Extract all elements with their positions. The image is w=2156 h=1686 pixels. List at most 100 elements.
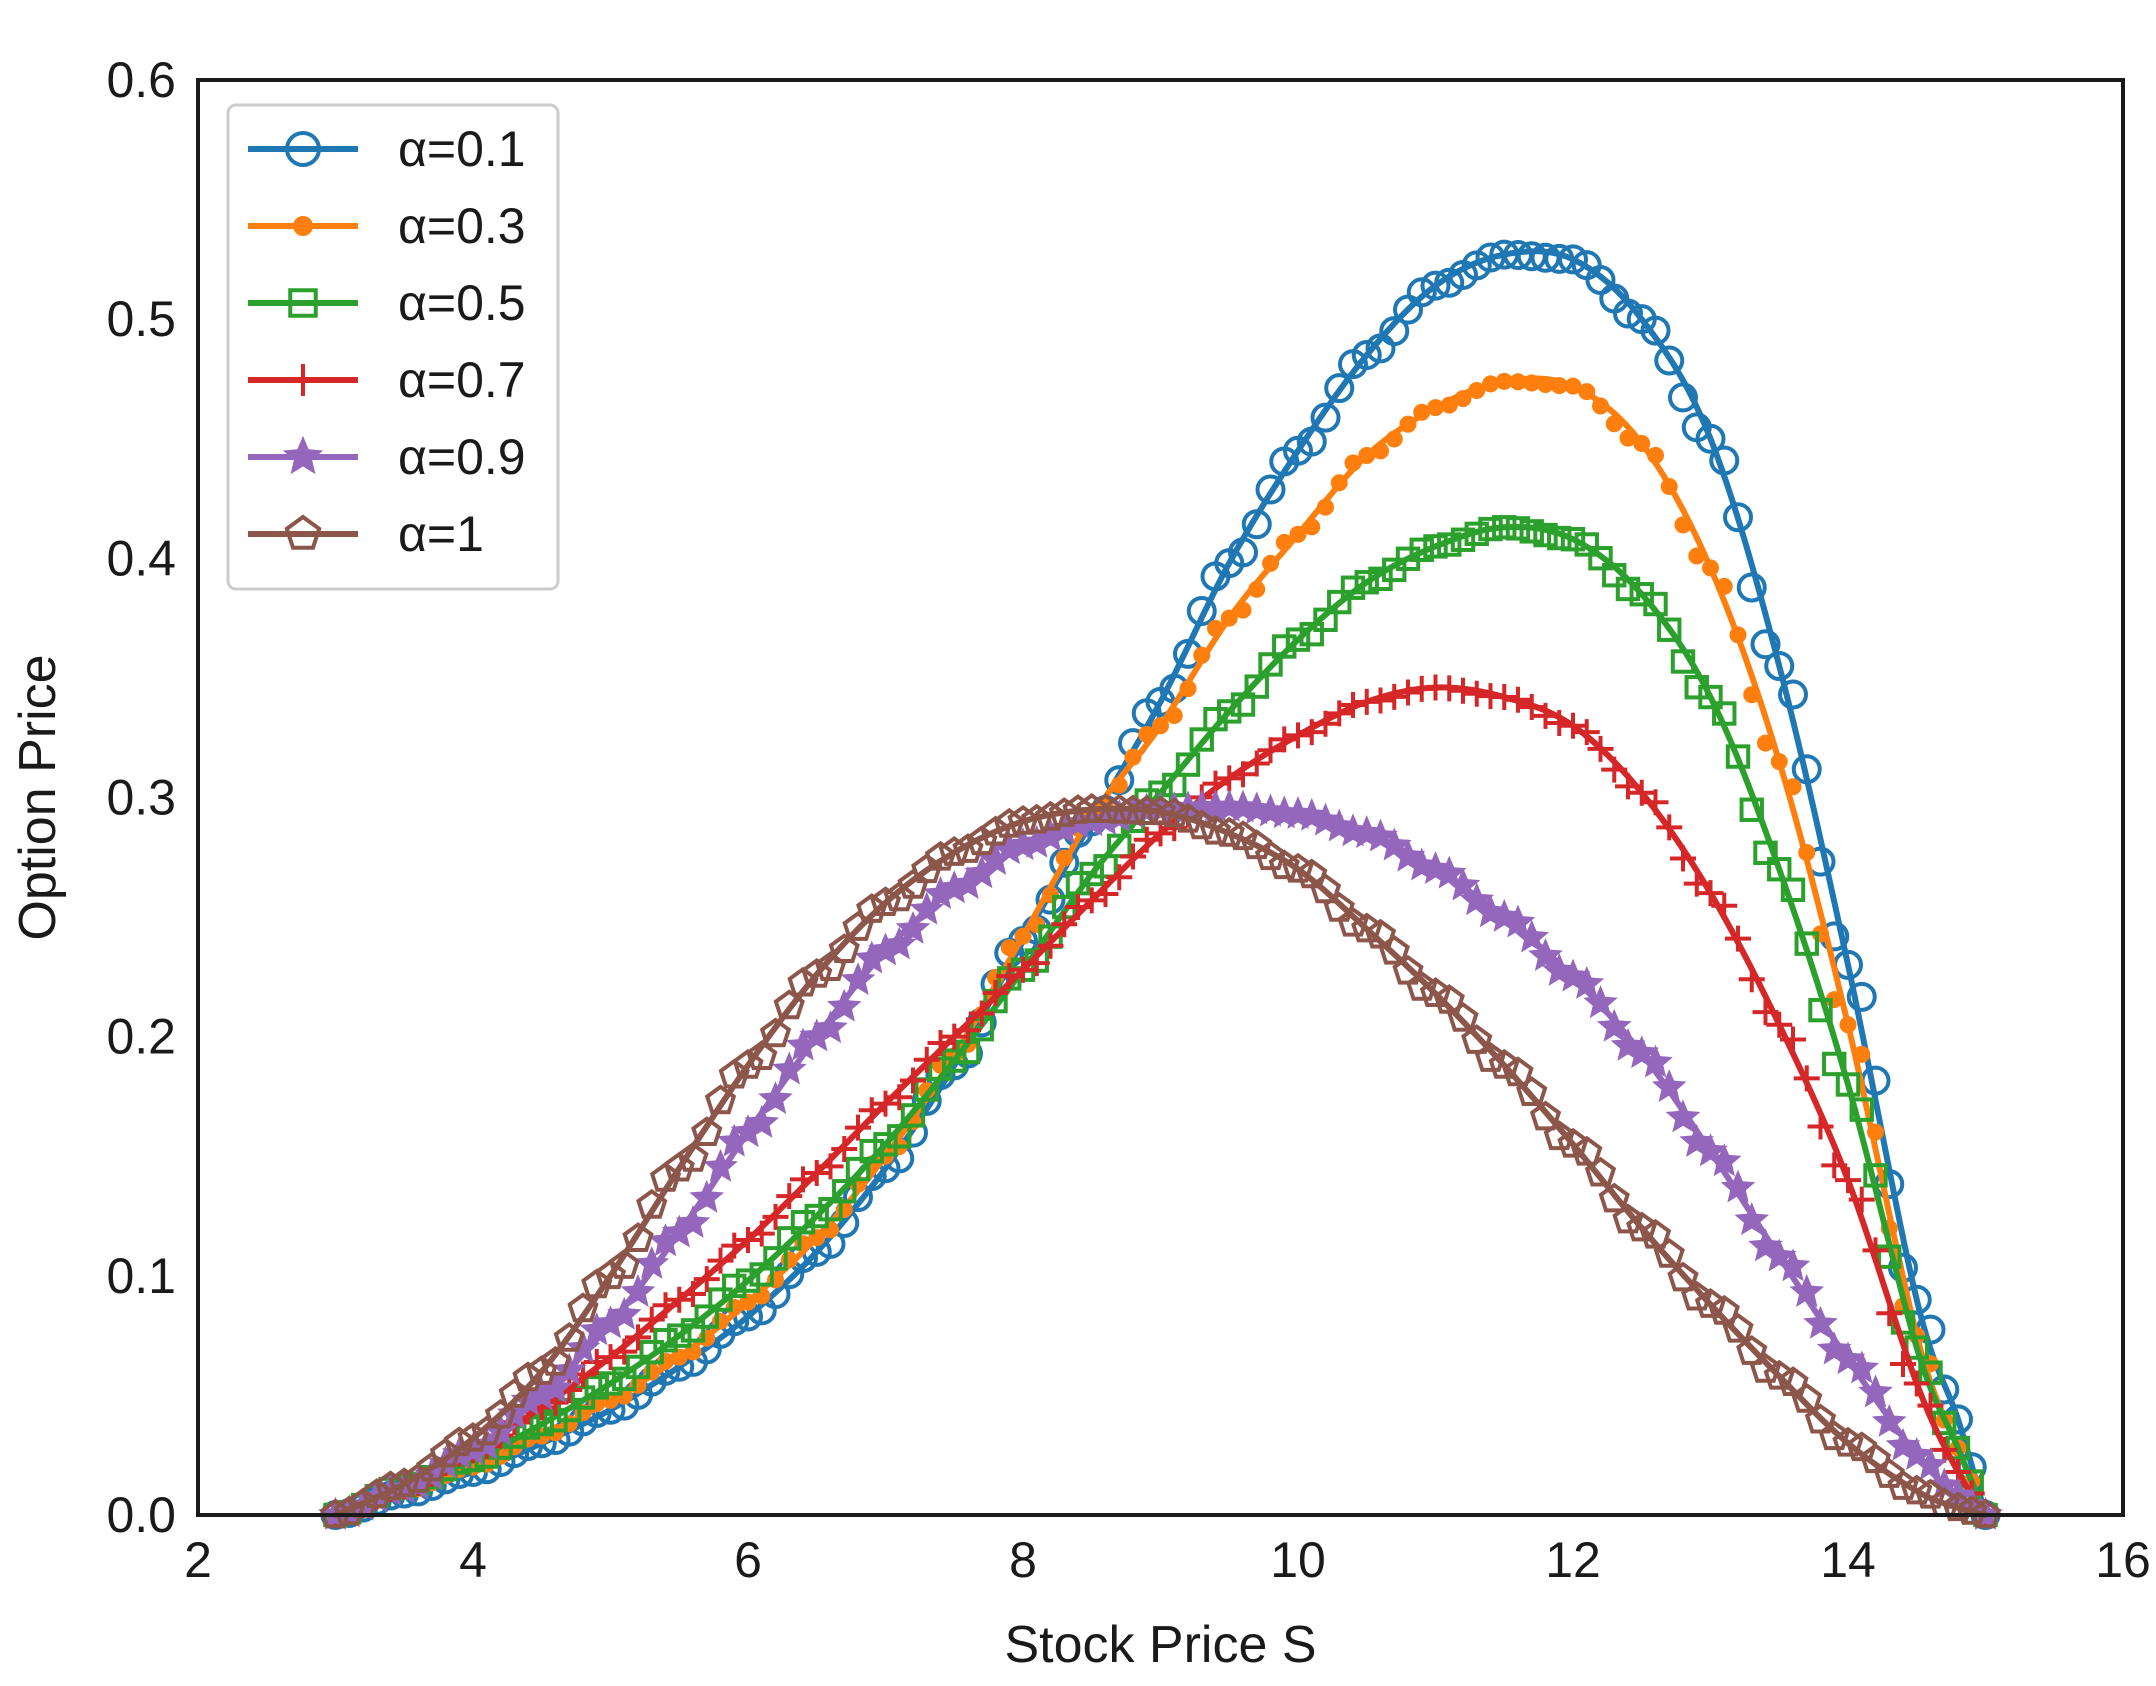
data-point-marker: [443, 1426, 475, 1457]
data-point-marker: [1228, 537, 1258, 568]
data-point-marker: [638, 1306, 665, 1333]
data-point-marker: [1942, 1491, 1974, 1522]
data-point-marker: [721, 1232, 748, 1259]
data-point-marker: [1110, 776, 1128, 794]
data-point-marker: [663, 1151, 695, 1182]
data-point-marker: [634, 1245, 670, 1279]
data-point-marker: [1216, 765, 1243, 792]
data-point-marker: [1656, 814, 1683, 841]
data-point-marker: [1709, 445, 1740, 476]
y-tick-label: 0.4: [106, 530, 176, 586]
data-point-marker: [1103, 793, 1135, 824]
data-point-marker: [840, 962, 876, 996]
data-point-marker: [1354, 570, 1379, 595]
data-point-marker: [1890, 1351, 1916, 1378]
data-point-marker: [818, 1196, 843, 1222]
data-point-marker: [1468, 381, 1486, 399]
data-point-marker: [1863, 1163, 1888, 1188]
data-point-marker: [1778, 679, 1808, 710]
data-point-marker: [749, 1262, 774, 1287]
data-point-marker: [1871, 1403, 1907, 1437]
data-point-marker: [1725, 744, 1751, 769]
y-axis-ticks: 0.0 0.1 0.2 0.3 0.4 0.5 0.6: [106, 52, 176, 1543]
data-point-marker: [1550, 377, 1568, 395]
data-point-marker: [1528, 938, 1563, 971]
data-point-marker: [319, 1498, 352, 1529]
data-point-marker: [1464, 521, 1489, 547]
data-point-marker: [1956, 1494, 1988, 1525]
data-point-marker: [1784, 778, 1802, 796]
data-point-marker: [1615, 773, 1641, 800]
legend: α=0.1 α=0.3 α=0.5 α=0.7 α=0.9 α=1: [226, 103, 560, 591]
data-point-marker: [1324, 373, 1355, 404]
data-point-marker: [1752, 999, 1779, 1026]
data-point-marker: [402, 1463, 434, 1493]
data-point-marker: [1440, 396, 1458, 414]
data-point-marker: [1757, 734, 1774, 752]
data-point-marker: [583, 1348, 610, 1375]
data-point-marker: [1683, 870, 1710, 897]
data-point-marker: [1313, 607, 1338, 633]
data-point-marker: [856, 893, 888, 923]
data-point-marker: [982, 979, 1009, 1006]
legend-label: α=1: [398, 506, 484, 562]
data-point-marker: [1262, 554, 1279, 572]
data-point-marker: [1199, 814, 1232, 845]
data-point-marker: [1272, 634, 1297, 659]
data-point-marker: [1725, 925, 1751, 952]
data-point-marker: [1021, 803, 1053, 834]
x-tick-label: 2: [184, 1532, 212, 1588]
data-point-marker: [1729, 626, 1747, 644]
data-point-marker: [1601, 756, 1628, 783]
data-point-marker: [1969, 1498, 2002, 1529]
data-point-marker: [1193, 646, 1211, 664]
data-point-marker: [1849, 1097, 1874, 1122]
data-point-marker: [1698, 684, 1723, 710]
data-point-marker: [1175, 752, 1201, 777]
data-point-marker: [1738, 966, 1765, 993]
data-point-marker: [1340, 692, 1366, 719]
data-point-marker: [732, 1048, 764, 1079]
data-point-marker: [388, 1467, 420, 1498]
data-point-marker: [1712, 701, 1737, 726]
data-point-marker: [1492, 515, 1517, 540]
data-point-marker: [288, 288, 318, 318]
x-tick-label: 6: [734, 1532, 762, 1588]
data-point-marker: [1720, 1169, 1756, 1203]
data-point-marker: [1051, 911, 1078, 938]
data-point-marker: [1571, 1135, 1603, 1166]
data-point-marker: [1427, 399, 1444, 417]
data-point-marker: [1179, 680, 1197, 698]
data-point-marker: [1310, 402, 1341, 433]
data-point-marker: [670, 1348, 688, 1366]
data-point-marker: [1048, 797, 1080, 827]
data-point-marker: [374, 1470, 407, 1501]
data-point-marker: [1529, 1100, 1562, 1131]
data-point-marker: [1651, 1069, 1687, 1103]
data-point-marker: [594, 1259, 627, 1290]
data-point-marker: [722, 1273, 747, 1299]
data-point-marker: [567, 1292, 599, 1323]
data-point-marker: [1583, 985, 1618, 1019]
legend-label: α=0.7: [398, 352, 526, 408]
data-point-marker: [1459, 882, 1495, 916]
data-point-marker: [1495, 372, 1513, 390]
data-point-marker: [1638, 1044, 1673, 1078]
data-point-marker: [1793, 1065, 1820, 1092]
data-point-marker: [881, 926, 917, 960]
data-point-marker: [1034, 800, 1067, 831]
data-point-marker: [1327, 589, 1352, 615]
data-point-marker: [1647, 446, 1664, 464]
data-point-marker: [1234, 601, 1252, 619]
data-point-marker: [1344, 454, 1362, 472]
data-point-marker: [832, 1179, 857, 1204]
data-point-marker: [979, 815, 1012, 846]
data-point-marker: [776, 1183, 803, 1210]
data-point-marker: [1736, 1335, 1768, 1365]
data-point-marker: [826, 988, 862, 1022]
data-point-marker: [1461, 1024, 1493, 1054]
data-point-marker: [1654, 345, 1685, 376]
data-point-marker: [416, 1451, 448, 1482]
data-point-marker: [718, 1058, 750, 1089]
